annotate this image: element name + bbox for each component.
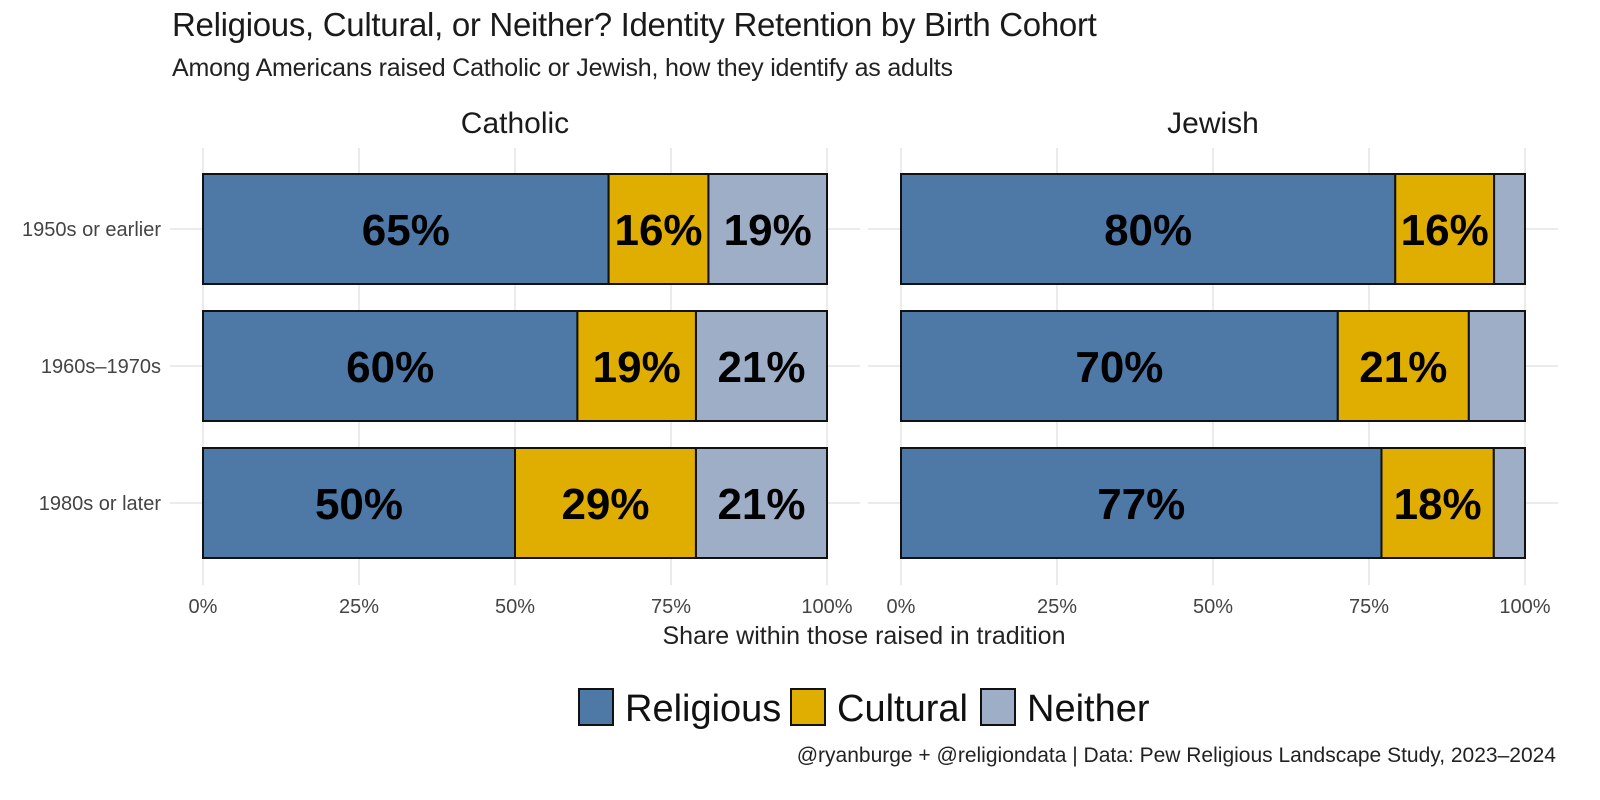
catholic-x-tick-label: 100%	[801, 596, 852, 618]
catholic-x-tick-label: 25%	[339, 596, 379, 618]
y-category-label: 1950s or earlier	[22, 219, 161, 241]
jewish-data-label: 16%	[1401, 206, 1489, 255]
jewish-data-label: 80%	[1104, 206, 1192, 255]
jewish-bar-neither	[1493, 173, 1526, 285]
jewish-x-tick-label: 75%	[1349, 596, 1389, 618]
jewish-bar-religious	[900, 173, 1397, 285]
jewish-bar-cultural	[1380, 447, 1495, 559]
legend-swatch-cultural	[790, 688, 826, 726]
jewish-x-tick-label: 50%	[1193, 596, 1233, 618]
catholic-data-label: 21%	[717, 343, 805, 392]
catholic-bar-neither	[694, 447, 829, 559]
jewish-data-label: 77%	[1097, 480, 1185, 529]
catholic-data-label: 65%	[362, 206, 450, 255]
panel-title-catholic: Catholic	[461, 107, 569, 140]
x-axis-title: Share within those raised in tradition	[662, 622, 1065, 650]
legend-swatch-religious	[578, 688, 614, 726]
jewish-data-label: 70%	[1075, 343, 1163, 392]
jewish-x-tick-label: 100%	[1499, 596, 1550, 618]
jewish-bar-religious	[900, 447, 1383, 559]
catholic-x-tick-label: 75%	[651, 596, 691, 618]
catholic-data-label: 50%	[315, 480, 403, 529]
catholic-x-tick-label: 50%	[495, 596, 535, 618]
panel-title-jewish: Jewish	[1167, 107, 1259, 140]
jewish-bar-cultural	[1336, 310, 1470, 422]
catholic-data-label: 19%	[724, 206, 812, 255]
y-category-label: 1960s–1970s	[41, 356, 161, 378]
catholic-bar-neither	[694, 310, 829, 422]
catholic-bar-neither	[707, 173, 828, 285]
catholic-bar-religious	[202, 447, 516, 559]
catholic-data-label: 60%	[346, 343, 434, 392]
jewish-x-tick-label: 25%	[1037, 596, 1077, 618]
legend-label-religious: Religious	[625, 688, 781, 730]
jewish-x-tick-label: 0%	[887, 596, 916, 618]
y-category-label: 1980s or later	[39, 493, 162, 515]
catholic-x-tick-label: 0%	[189, 596, 218, 618]
legend-swatch-neither	[980, 688, 1016, 726]
legend-label-cultural: Cultural	[837, 688, 968, 730]
jewish-bar-religious	[900, 310, 1339, 422]
catholic-data-label: 29%	[561, 480, 649, 529]
catholic-data-label: 21%	[717, 480, 805, 529]
catholic-data-label: 16%	[614, 206, 702, 255]
jewish-bar-neither	[1467, 310, 1526, 422]
legend-label-neither: Neither	[1027, 688, 1150, 730]
catholic-bar-cultural	[514, 447, 697, 559]
jewish-bar-neither	[1492, 447, 1527, 559]
jewish-data-label: 21%	[1359, 343, 1447, 392]
chart-subtitle: Among Americans raised Catholic or Jewis…	[172, 54, 953, 82]
chart-title: Religious, Cultural, or Neither? Identit…	[172, 6, 1097, 43]
jewish-data-label: 18%	[1394, 480, 1482, 529]
catholic-data-label: 19%	[593, 343, 681, 392]
chart-caption: @ryanburge + @religiondata | Data: Pew R…	[796, 744, 1556, 767]
